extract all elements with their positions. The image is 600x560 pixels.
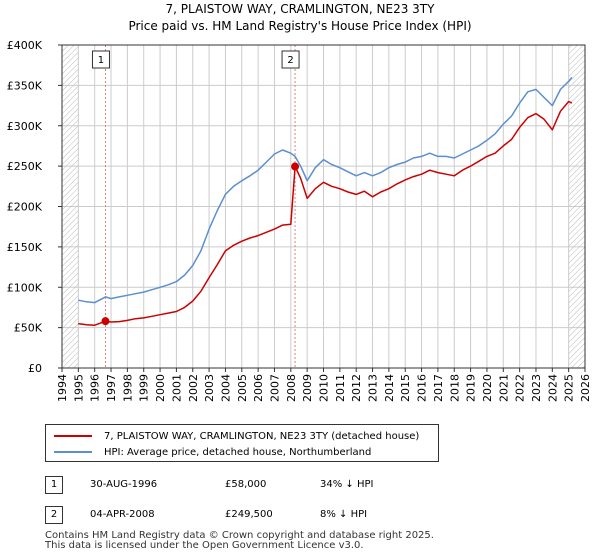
footer: Contains HM Land Registry data © Crown c… — [45, 531, 434, 551]
annotation-hpi: 34% ↓ HPI — [320, 479, 374, 490]
legend-label-price: 7, PLAISTOW WAY, CRAMLINGTON, NE23 3TY (… — [104, 430, 420, 442]
y-tick-label: £400K — [7, 39, 43, 52]
annotation-price: £249,500 — [225, 509, 273, 520]
annotation-number: 2 — [45, 506, 63, 524]
y-tick-label: £100K — [7, 281, 43, 294]
x-tick-label: 2025 — [563, 374, 576, 402]
sale-point — [291, 162, 300, 171]
annotation-price: £58,000 — [225, 479, 267, 490]
x-tick-label: 2004 — [219, 374, 232, 402]
hpi-line — [78, 76, 573, 304]
x-tick-label: 2001 — [170, 374, 183, 402]
annotation-hpi: 8% ↓ HPI — [320, 509, 368, 520]
sale-point — [101, 317, 110, 326]
x-tick-label: 2008 — [285, 374, 298, 402]
legend-swatch-hpi — [54, 451, 92, 453]
legend-entry-hpi: HPI: Average price, detached house, Nort… — [54, 445, 371, 459]
x-tick-label: 2006 — [252, 374, 265, 402]
x-tick-label: 2021 — [497, 374, 510, 402]
x-tick-label: 2016 — [416, 374, 429, 402]
annotation-date: 04-APR-2008 — [90, 509, 155, 520]
chart-subtitle: Price paid vs. HM Land Registry's House … — [128, 19, 472, 33]
x-tick-label: 2023 — [530, 374, 543, 402]
price-chart: £0 £50K £100K £150K £200K £250K £300K £350K £400… — [7, 39, 592, 402]
y-tick-label: £300K — [7, 120, 43, 133]
footer-licence: This data is licensed under the Open Gov… — [45, 540, 364, 551]
pre-data-hatch — [62, 45, 79, 368]
x-tick-label: 2022 — [514, 374, 527, 402]
legend-entry-price: 7, PLAISTOW WAY, CRAMLINGTON, NE23 3TY (… — [54, 429, 419, 443]
x-tick-label: 2007 — [268, 374, 281, 402]
x-tick-label: 2013 — [367, 374, 380, 402]
x-tick-label: 1996 — [89, 374, 102, 402]
legend-label-hpi: HPI: Average price, detached house, Nort… — [104, 446, 372, 458]
x-tick-label: 1995 — [72, 374, 85, 402]
marker-box — [91, 50, 110, 69]
marker-label: 1 — [98, 55, 104, 66]
annotation-row: 1 30-AUG-1996 £58,000 34% ↓ HPI — [45, 476, 545, 496]
x-tick-label: 2002 — [187, 374, 200, 402]
y-tick-label: £350K — [7, 79, 43, 92]
x-tick-label: 2010 — [318, 374, 331, 402]
x-tick-label: 2000 — [154, 374, 167, 402]
x-tick-label: 1994 — [56, 374, 69, 402]
x-tick-label: 2026 — [579, 374, 592, 402]
x-tick-label: 2012 — [350, 374, 363, 402]
x-tick-label: 1997 — [105, 374, 118, 402]
annotation-row: 2 04-APR-2008 £249,500 8% ↓ HPI — [45, 506, 545, 526]
chart-legend: 7, PLAISTOW WAY, CRAMLINGTON, NE23 3TY (… — [45, 424, 439, 462]
x-tick-label: 1999 — [138, 374, 151, 402]
y-tick-label: £150K — [7, 241, 43, 254]
y-tick-label: £0 — [28, 362, 42, 375]
y-tick-label: £50K — [14, 322, 43, 335]
forecast-hatch — [568, 45, 585, 368]
price-paid-line — [78, 100, 573, 326]
annotation-date: 30-AUG-1996 — [90, 479, 158, 490]
x-tick-label: 2009 — [301, 374, 314, 402]
x-tick-label: 2014 — [383, 374, 396, 402]
x-tick-label: 2005 — [236, 374, 249, 402]
x-tick-label: 2015 — [399, 374, 412, 402]
x-tick-label: 1998 — [121, 374, 134, 402]
x-tick-label: 2020 — [481, 374, 494, 402]
x-tick-label: 2003 — [203, 374, 216, 402]
x-tick-label: 2011 — [334, 374, 347, 402]
chart-title: 7, PLAISTOW WAY, CRAMLINGTON, NE23 3TY — [165, 2, 435, 16]
legend-swatch-price — [54, 435, 92, 437]
x-tick-label: 2019 — [465, 374, 478, 402]
x-tick-label: 2024 — [546, 374, 559, 402]
marker-label: 2 — [287, 55, 293, 66]
annotation-number: 1 — [45, 476, 63, 494]
marker-box — [281, 50, 300, 69]
y-tick-label: £250K — [7, 160, 43, 173]
x-tick-label: 2017 — [432, 374, 445, 402]
y-tick-label: £200K — [7, 201, 43, 214]
footer-copyright: Contains HM Land Registry data © Crown c… — [45, 530, 434, 541]
x-tick-label: 2018 — [448, 374, 461, 402]
